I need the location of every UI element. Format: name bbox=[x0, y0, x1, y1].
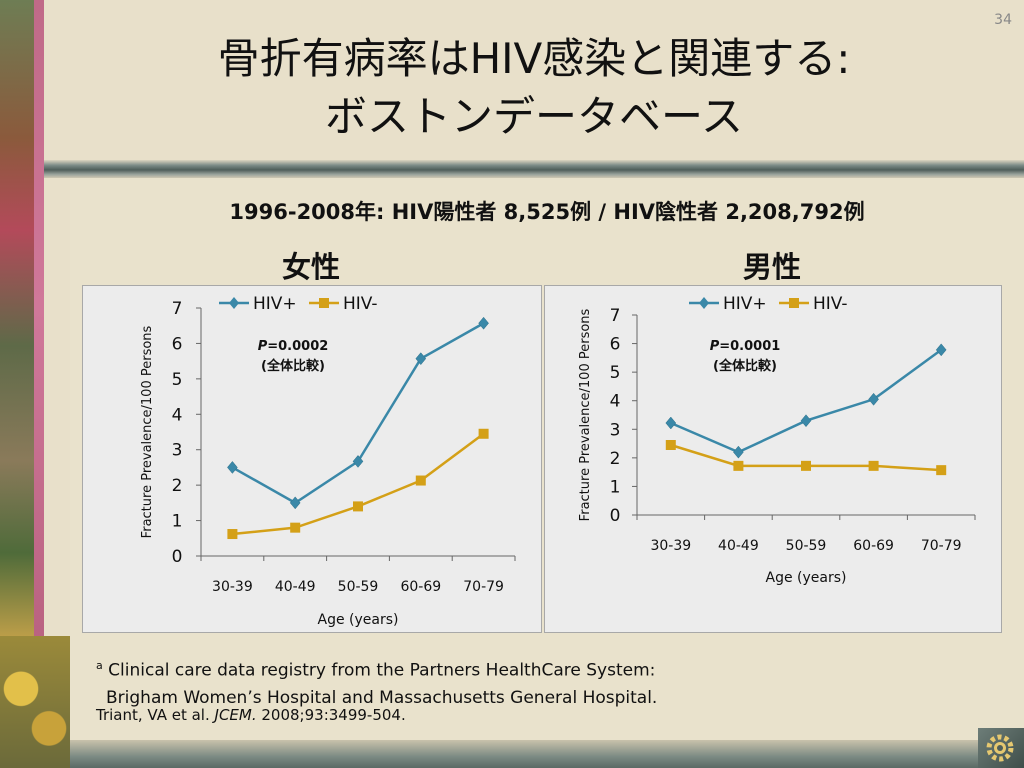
p-value-annotation: P=0.0001 bbox=[710, 339, 781, 354]
citation-details: 2008;93:3499-504. bbox=[256, 706, 406, 724]
legend-marker-HIV+ bbox=[229, 297, 239, 309]
data-point-HIV+ bbox=[478, 316, 489, 330]
data-point-HIV+ bbox=[352, 455, 364, 468]
data-point-HIV+ bbox=[415, 352, 427, 366]
data-point-HIV- bbox=[227, 529, 238, 540]
series-line-HIV+ bbox=[670, 348, 942, 454]
x-tick-label: 30-39 bbox=[212, 579, 253, 595]
x-tick-label: 50-59 bbox=[786, 538, 827, 554]
citation-journal: JCEM. bbox=[214, 706, 257, 724]
citation-authors: Triant, VA et al. bbox=[96, 706, 215, 724]
y-tick-label: 4 bbox=[172, 405, 183, 425]
y-tick-label: 0 bbox=[610, 506, 621, 526]
y-tick-label: 1 bbox=[610, 477, 621, 497]
data-point-HIV- bbox=[936, 465, 947, 476]
x-axis-title: Age (years) bbox=[318, 612, 399, 628]
series-line-HIV- bbox=[232, 432, 485, 536]
data-point-HIV+ bbox=[733, 445, 744, 459]
legend-label-HIV-: HIV- bbox=[813, 294, 848, 314]
y-tick-label: 5 bbox=[610, 363, 621, 383]
y-axis-title: Fracture Prevalence/100 Persons bbox=[140, 325, 155, 538]
footnote: a Clinical care data registry from the P… bbox=[96, 652, 657, 712]
x-tick-label: 60-69 bbox=[853, 538, 894, 554]
citation: Triant, VA et al. JCEM. 2008;93:3499-504… bbox=[96, 706, 406, 724]
p-value-annotation: P=0.0002 bbox=[258, 339, 329, 354]
data-point-HIV+ bbox=[227, 461, 238, 474]
data-point-HIV+ bbox=[800, 414, 812, 428]
chart-men: 0 1 2 3 4 5 6 7 30-39 40-49 50-59 60-69 70-79 Age (ye… bbox=[544, 285, 1002, 633]
comparison-annotation: (全体比較) bbox=[261, 358, 325, 374]
x-tick-label: 60-69 bbox=[400, 579, 441, 595]
chart-women-svg: 0 1 2 3 4 5 6 7 30-39 40-49 50-59 60-69 70-79 Age (ye… bbox=[140, 294, 516, 628]
data-point-HIV- bbox=[665, 440, 676, 450]
data-point-HIV- bbox=[801, 460, 811, 471]
chart-men-svg: 0 1 2 3 4 5 6 7 30-39 40-49 50-59 60-69 70-79 Age (ye… bbox=[578, 294, 976, 586]
p-value-label: P bbox=[710, 339, 720, 354]
legend-marker-HIV- bbox=[789, 298, 799, 308]
x-axis-title: Age (years) bbox=[766, 570, 847, 586]
p-value-number: =0.0001 bbox=[719, 339, 780, 354]
y-tick-label: 7 bbox=[610, 306, 621, 326]
y-tick-label: 2 bbox=[172, 476, 183, 496]
study-subtitle: 1996-2008年: HIV陽性者 8,525例 / HIV陰性者 2,208… bbox=[229, 200, 865, 224]
data-point-HIV+ bbox=[935, 343, 947, 357]
x-tick-label: 50-59 bbox=[338, 579, 379, 595]
chart-women: 0 1 2 3 4 5 6 7 30-39 40-49 50-59 60-69 70-79 Age (ye… bbox=[82, 285, 542, 633]
data-point-HIV- bbox=[290, 522, 301, 533]
data-point-HIV- bbox=[733, 460, 744, 471]
y-tick-label: 4 bbox=[610, 392, 621, 412]
legend-label-HIV-: HIV- bbox=[343, 294, 378, 314]
y-tick-label: 0 bbox=[172, 547, 183, 567]
y-tick-label: 2 bbox=[610, 449, 621, 469]
slide-number: 34 bbox=[994, 12, 1012, 28]
comparison-annotation: (全体比較) bbox=[713, 358, 777, 374]
y-tick-label: 6 bbox=[172, 334, 183, 354]
panel-heading-women: 女性 bbox=[281, 250, 340, 284]
p-value-label: P bbox=[258, 339, 268, 354]
y-tick-label: 3 bbox=[172, 441, 183, 461]
x-tick-label: 70-79 bbox=[463, 579, 504, 595]
data-point-HIV- bbox=[353, 501, 363, 512]
y-tick-label: 7 bbox=[172, 299, 183, 319]
x-tick-label: 30-39 bbox=[650, 538, 691, 554]
data-point-HIV+ bbox=[665, 416, 677, 430]
title-line-2: ボストンデータベース bbox=[325, 92, 743, 141]
y-tick-label: 5 bbox=[172, 370, 183, 390]
data-point-HIV+ bbox=[868, 392, 879, 406]
data-point-HIV- bbox=[478, 428, 489, 439]
footnote-marker: a bbox=[96, 659, 103, 672]
footnote-line-1: a Clinical care data registry from the P… bbox=[96, 652, 657, 685]
data-point-HIV+ bbox=[289, 496, 301, 510]
slide-title: 骨折有病率はHIV感染と関連する: ボストンデータベース bbox=[44, 30, 1024, 146]
legend-marker-HIV+ bbox=[699, 297, 709, 309]
decorative-foliage-photo bbox=[0, 636, 70, 768]
title-line-1: 骨折有病率はHIV感染と関連する: bbox=[217, 34, 851, 83]
footnote-text-1: Clinical care data registry from the Par… bbox=[102, 660, 656, 681]
data-point-HIV- bbox=[868, 460, 879, 471]
y-tick-label: 6 bbox=[610, 335, 621, 355]
legend-label-HIV+: HIV+ bbox=[723, 294, 767, 314]
x-tick-label: 70-79 bbox=[921, 538, 962, 554]
gear-icon bbox=[978, 728, 1024, 768]
footnote-line-2: Brigham Women’s Hospital and Massachuset… bbox=[106, 687, 658, 708]
y-tick-label: 1 bbox=[172, 512, 183, 532]
y-tick-label: 3 bbox=[610, 420, 621, 440]
x-tick-label: 40-49 bbox=[718, 538, 759, 554]
y-axis-title: Fracture Prevalence/100 Persons bbox=[578, 308, 593, 521]
legend-marker-HIV- bbox=[319, 298, 329, 308]
panel-heading-men: 男性 bbox=[742, 250, 801, 284]
x-tick-label: 40-49 bbox=[275, 579, 316, 595]
legend-label-HIV+: HIV+ bbox=[253, 294, 297, 314]
decorative-bottom-band bbox=[70, 740, 1024, 768]
p-value-number: =0.0002 bbox=[267, 339, 328, 354]
title-divider-band bbox=[44, 160, 1024, 178]
data-point-HIV- bbox=[415, 475, 426, 486]
